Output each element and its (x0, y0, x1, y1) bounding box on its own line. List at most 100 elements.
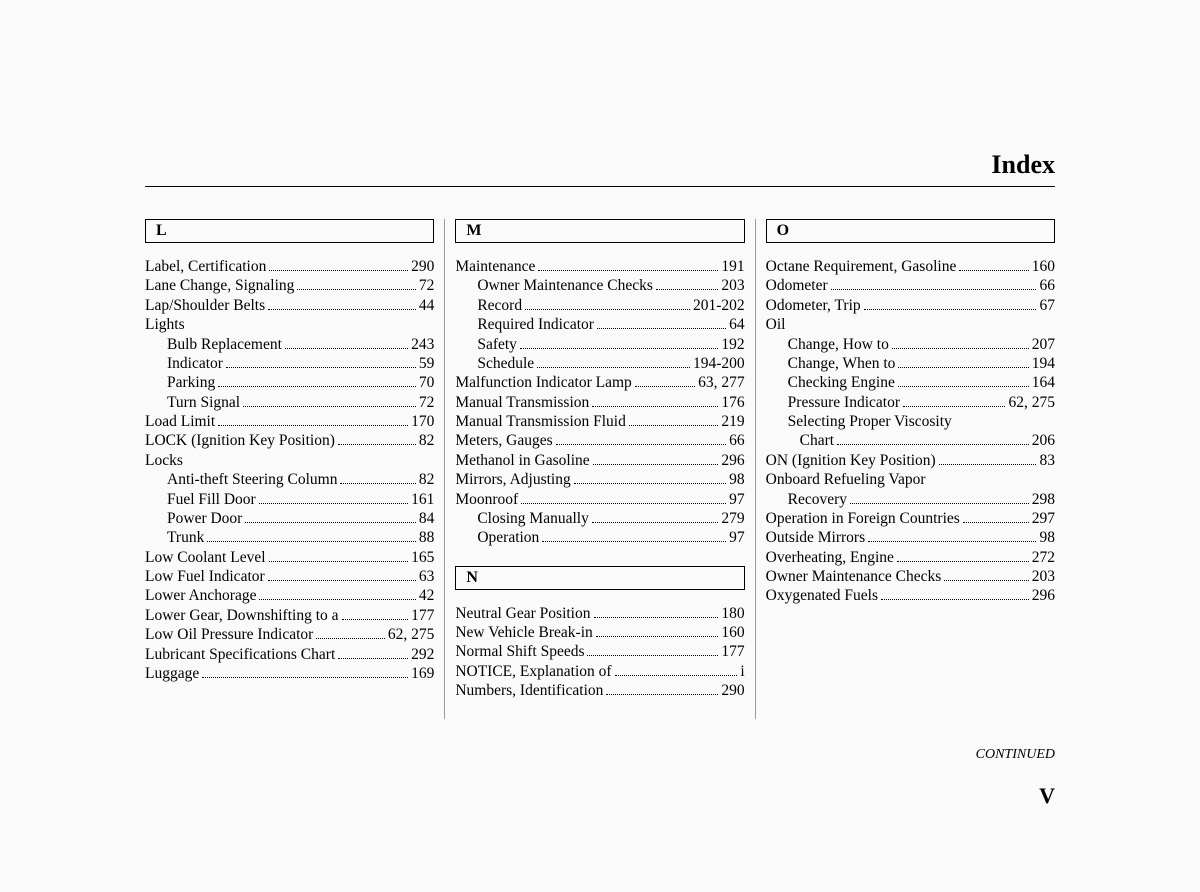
leader-dots (268, 309, 416, 310)
index-entry: Mirrors, Adjusting98 (455, 470, 744, 489)
entry-page: 194 (1032, 354, 1055, 373)
entry-label: Luggage (145, 664, 199, 683)
leader-dots (864, 309, 1037, 310)
index-entry: Locks (145, 451, 434, 470)
index-entry: Oil (766, 315, 1055, 334)
entry-label: Neutral Gear Position (455, 604, 590, 623)
index-entry: Checking Engine164 (766, 373, 1055, 392)
index-entry: Outside Mirrors98 (766, 528, 1055, 547)
entry-label: Record (477, 296, 522, 315)
entry-page: 290 (721, 681, 744, 700)
index-entry: Lubricant Specifications Chart292 (145, 645, 434, 664)
entry-label: NOTICE, Explanation of (455, 662, 611, 681)
leader-dots (837, 444, 1029, 445)
entry-page: 298 (1032, 490, 1055, 509)
leader-dots (538, 270, 718, 271)
index-entry: Low Coolant Level165 (145, 548, 434, 567)
leader-dots (297, 289, 415, 290)
entry-label: Malfunction Indicator Lamp (455, 373, 631, 392)
entry-label: Lap/Shoulder Belts (145, 296, 265, 315)
index-entry: Malfunction Indicator Lamp 63, 277 (455, 373, 744, 392)
index-entry: Maintenance191 (455, 257, 744, 276)
entry-page: 177 (721, 642, 744, 661)
leader-dots (342, 619, 409, 620)
entry-page: 191 (721, 257, 744, 276)
index-entry: Neutral Gear Position180 (455, 604, 744, 623)
entry-label: Manual Transmission (455, 393, 589, 412)
leader-dots (897, 561, 1029, 562)
index-entry: Oxygenated Fuels296 (766, 586, 1055, 605)
index-entry: Recovery298 (766, 490, 1055, 509)
section-letter: O (766, 219, 1055, 243)
entry-page: 63, 277 (698, 373, 745, 392)
entry-label: Label, Certification (145, 257, 266, 276)
entry-page: 206 (1032, 431, 1055, 450)
leader-dots (269, 270, 408, 271)
column-3: OOctane Requirement, Gasoline160Odometer… (756, 219, 1055, 719)
index-entry: LOCK (Ignition Key Position)82 (145, 431, 434, 450)
entry-page: 272 (1032, 548, 1055, 567)
entries-group: Maintenance191Owner Maintenance Checks 20… (455, 257, 744, 548)
entry-label: Safety (477, 335, 517, 354)
entry-label: Onboard Refueling Vapor (766, 470, 926, 489)
leader-dots (520, 348, 718, 349)
column-2: MMaintenance191Owner Maintenance Checks2… (444, 219, 755, 719)
entry-label: Change, How to (788, 335, 889, 354)
entry-page: 42 (419, 586, 435, 605)
entry-page: 201-202 (693, 296, 745, 315)
index-entry: Numbers, Identification 290 (455, 681, 744, 700)
leader-dots (881, 599, 1029, 600)
index-entry: Overheating, Engine272 (766, 548, 1055, 567)
entry-label: Pressure Indicator (788, 393, 900, 412)
entry-label: Owner Maintenance Checks (766, 567, 942, 586)
entry-page: 97 (729, 528, 745, 547)
entry-page: 63 (419, 567, 435, 586)
entry-label: New Vehicle Break-in (455, 623, 592, 642)
leader-dots (525, 309, 690, 310)
entry-page: 296 (721, 451, 744, 470)
index-entry: Odometer, Trip67 (766, 296, 1055, 315)
entry-label: Owner Maintenance Checks (477, 276, 653, 295)
entry-page: 296 (1032, 586, 1055, 605)
entry-page: 219 (721, 412, 744, 431)
entry-label: Schedule (477, 354, 534, 373)
entry-label: Low Oil Pressure Indicator (145, 625, 313, 644)
entry-label: Checking Engine (788, 373, 895, 392)
index-entry: Safety192 (455, 335, 744, 354)
index-columns: LLabel, Certification290Lane Change, Sig… (145, 219, 1055, 719)
index-entry: New Vehicle Break-in160 (455, 623, 744, 642)
entry-label: Odometer (766, 276, 828, 295)
entry-label: Locks (145, 451, 183, 470)
index-entry: Label, Certification290 (145, 257, 434, 276)
entry-page: 72 (419, 393, 435, 412)
leader-dots (243, 406, 416, 407)
entry-label: Closing Manually (477, 509, 589, 528)
leader-dots (903, 406, 1005, 407)
index-entry: Manual Transmission Fluid219 (455, 412, 744, 431)
index-entry: NOTICE, Explanation ofi (455, 662, 744, 681)
entry-label: Operation (477, 528, 539, 547)
index-entry: Operation 97 (455, 528, 744, 547)
leader-dots (202, 677, 408, 678)
index-entry: Normal Shift Speeds177 (455, 642, 744, 661)
entry-page: 279 (721, 509, 744, 528)
leader-dots (944, 580, 1028, 581)
index-entry: Chart206 (766, 431, 1055, 450)
index-entry: Power Door84 (145, 509, 434, 528)
entry-label: Indicator (167, 354, 223, 373)
leader-dots (615, 675, 738, 676)
entry-page: 160 (1032, 257, 1055, 276)
index-entry: Bulb Replacement243 (145, 335, 434, 354)
entry-label: Numbers, Identification (455, 681, 603, 700)
index-entry: Schedule194-200 (455, 354, 744, 373)
entry-page: 203 (1032, 567, 1055, 586)
leader-dots (656, 289, 718, 290)
page-title: Index (145, 150, 1055, 180)
index-entry: Anti-theft Steering Column82 (145, 470, 434, 489)
leader-dots (831, 289, 1037, 290)
leader-dots (338, 658, 408, 659)
index-entry: Indicator59 (145, 354, 434, 373)
leader-dots (868, 541, 1036, 542)
leader-dots (537, 367, 690, 368)
leader-dots (521, 503, 726, 504)
